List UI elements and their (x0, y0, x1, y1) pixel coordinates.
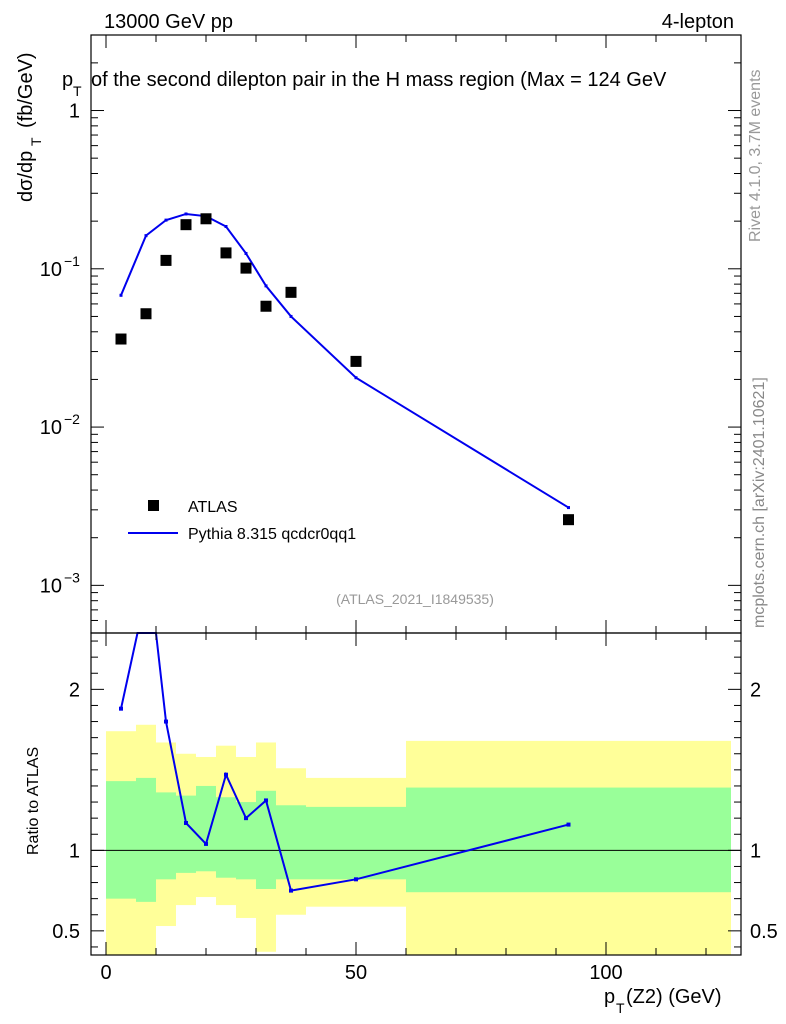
ratio-band-inner-1 (136, 777, 156, 902)
mc-line (120, 212, 570, 509)
svg-text:T: T (616, 1000, 625, 1016)
ratio-mc-point (224, 772, 228, 777)
main-y-tick-base: 1 (69, 101, 80, 123)
svg-text:T: T (28, 137, 44, 146)
mc-point (567, 506, 570, 510)
data-point (260, 300, 272, 312)
main-y-tick-exp: −1 (64, 253, 80, 269)
data-point (240, 262, 252, 274)
mc-point (144, 234, 148, 238)
ratio-y-tick-label-right: 1 (750, 840, 761, 862)
axes: 10−310−210 −110.5 0.51 12 20 50 100 (40, 34, 778, 984)
x-tick-label: 100 (589, 962, 622, 984)
ratio-y-tick-label: 2 (69, 679, 80, 701)
main-y-tick-label: 10 −1 (40, 253, 80, 281)
data-point (115, 333, 127, 345)
data-point (350, 355, 362, 367)
ratio-frame (90, 632, 742, 956)
mcplots-url: mcplots.cern.ch [arXiv:2401.10621] (751, 377, 768, 628)
process-label: 4-lepton (662, 11, 734, 33)
ratio-mc-point (184, 820, 188, 825)
ratio-mc-point (289, 888, 293, 893)
plot-title: of the second dilepton pair in the H mas… (91, 69, 667, 91)
data-point (220, 247, 232, 259)
data-point (563, 514, 574, 526)
svg-text:dσ/dp: dσ/dp (15, 151, 37, 202)
ratio-mc-point (566, 822, 571, 827)
ratio-band-inner-2 (156, 792, 176, 880)
ratio-y-tick-label-right: 0.5 (750, 921, 778, 943)
ratio-y-tick-label: 0.5 (52, 921, 80, 943)
ratio-mc-point (264, 798, 268, 803)
ratio-mc-point (119, 706, 123, 711)
ratio-band-inner-0 (106, 781, 136, 899)
legend: ATLAS Pythia 8.315 qcdcr0qq1 (128, 499, 356, 543)
legend-marker-atlas (148, 500, 159, 511)
ratio-band-inner-5 (216, 797, 236, 878)
data-point (180, 219, 192, 231)
ratio-band-inner-9 (306, 806, 406, 880)
ratio-mc-point (164, 719, 168, 724)
main-y-tick-exp: −2 (64, 411, 80, 427)
data-point (200, 213, 212, 225)
data-point (285, 286, 297, 298)
plot-title-prefix-sub: T (73, 83, 82, 99)
mc-point (164, 218, 168, 222)
ratio-mc-point (354, 877, 358, 882)
mc-point (289, 314, 293, 318)
ratio-band-inner-10 (406, 787, 731, 893)
x-tick-label: 0 (100, 962, 111, 984)
ratio-band-inner-3 (176, 795, 196, 873)
svg-text:(Z2) (GeV): (Z2) (GeV) (626, 986, 722, 1008)
legend-label-atlas: ATLAS (188, 499, 238, 516)
mc-point (224, 225, 228, 229)
ratio-mc-point (244, 816, 248, 821)
plot-title-prefix: p (62, 69, 73, 91)
ratio-band-inner-6 (236, 802, 256, 880)
ratio-y-tick-label-right: 2 (750, 679, 761, 701)
main-y-tick-label: 10 −3 (40, 569, 80, 597)
svg-text:p: p (604, 986, 615, 1008)
main-y-tick-label: 10 −2 (40, 411, 80, 439)
data-point (140, 308, 152, 320)
energy-label: 13000 GeV pp (104, 11, 233, 33)
main-y-tick-label: 1 (69, 101, 80, 123)
main-y-tick-base: 10 (40, 259, 62, 281)
ratio-y-axis-label: Ratio to ATLAS (25, 747, 42, 855)
rivet-label: Rivet 4.1.0, 3.7M events (747, 69, 764, 242)
mc-point (244, 251, 248, 255)
svg-text:(fb/GeV): (fb/GeV) (15, 52, 37, 128)
main-frame (90, 34, 742, 634)
data-point (160, 254, 172, 266)
main-y-axis-label: dσ/dp T (fb/GeV) (15, 52, 44, 202)
mc-point (354, 376, 358, 380)
ratio-y-tick-label: 1 (69, 840, 80, 862)
ratio-band-inner-8 (276, 805, 306, 880)
ratio-band-inner-4 (196, 785, 216, 872)
mc-point (184, 212, 188, 216)
analysis-id: (ATLAS_2021_I1849535) (336, 591, 494, 607)
main-y-tick-exp: −3 (64, 569, 80, 585)
main-y-tick-base: 10 (40, 575, 62, 597)
x-axis-label: p T (Z2) (GeV) (604, 986, 722, 1016)
ratio-mc-point (204, 841, 208, 846)
main-panel (115, 212, 574, 526)
mc-point (264, 284, 268, 288)
ratio-uncertainty-bands (106, 724, 731, 955)
legend-label-pythia: Pythia 8.315 qcdcr0qq1 (188, 526, 356, 543)
mc-point (119, 293, 123, 297)
main-y-tick-base: 10 (40, 417, 62, 439)
x-tick-label: 50 (345, 962, 367, 984)
